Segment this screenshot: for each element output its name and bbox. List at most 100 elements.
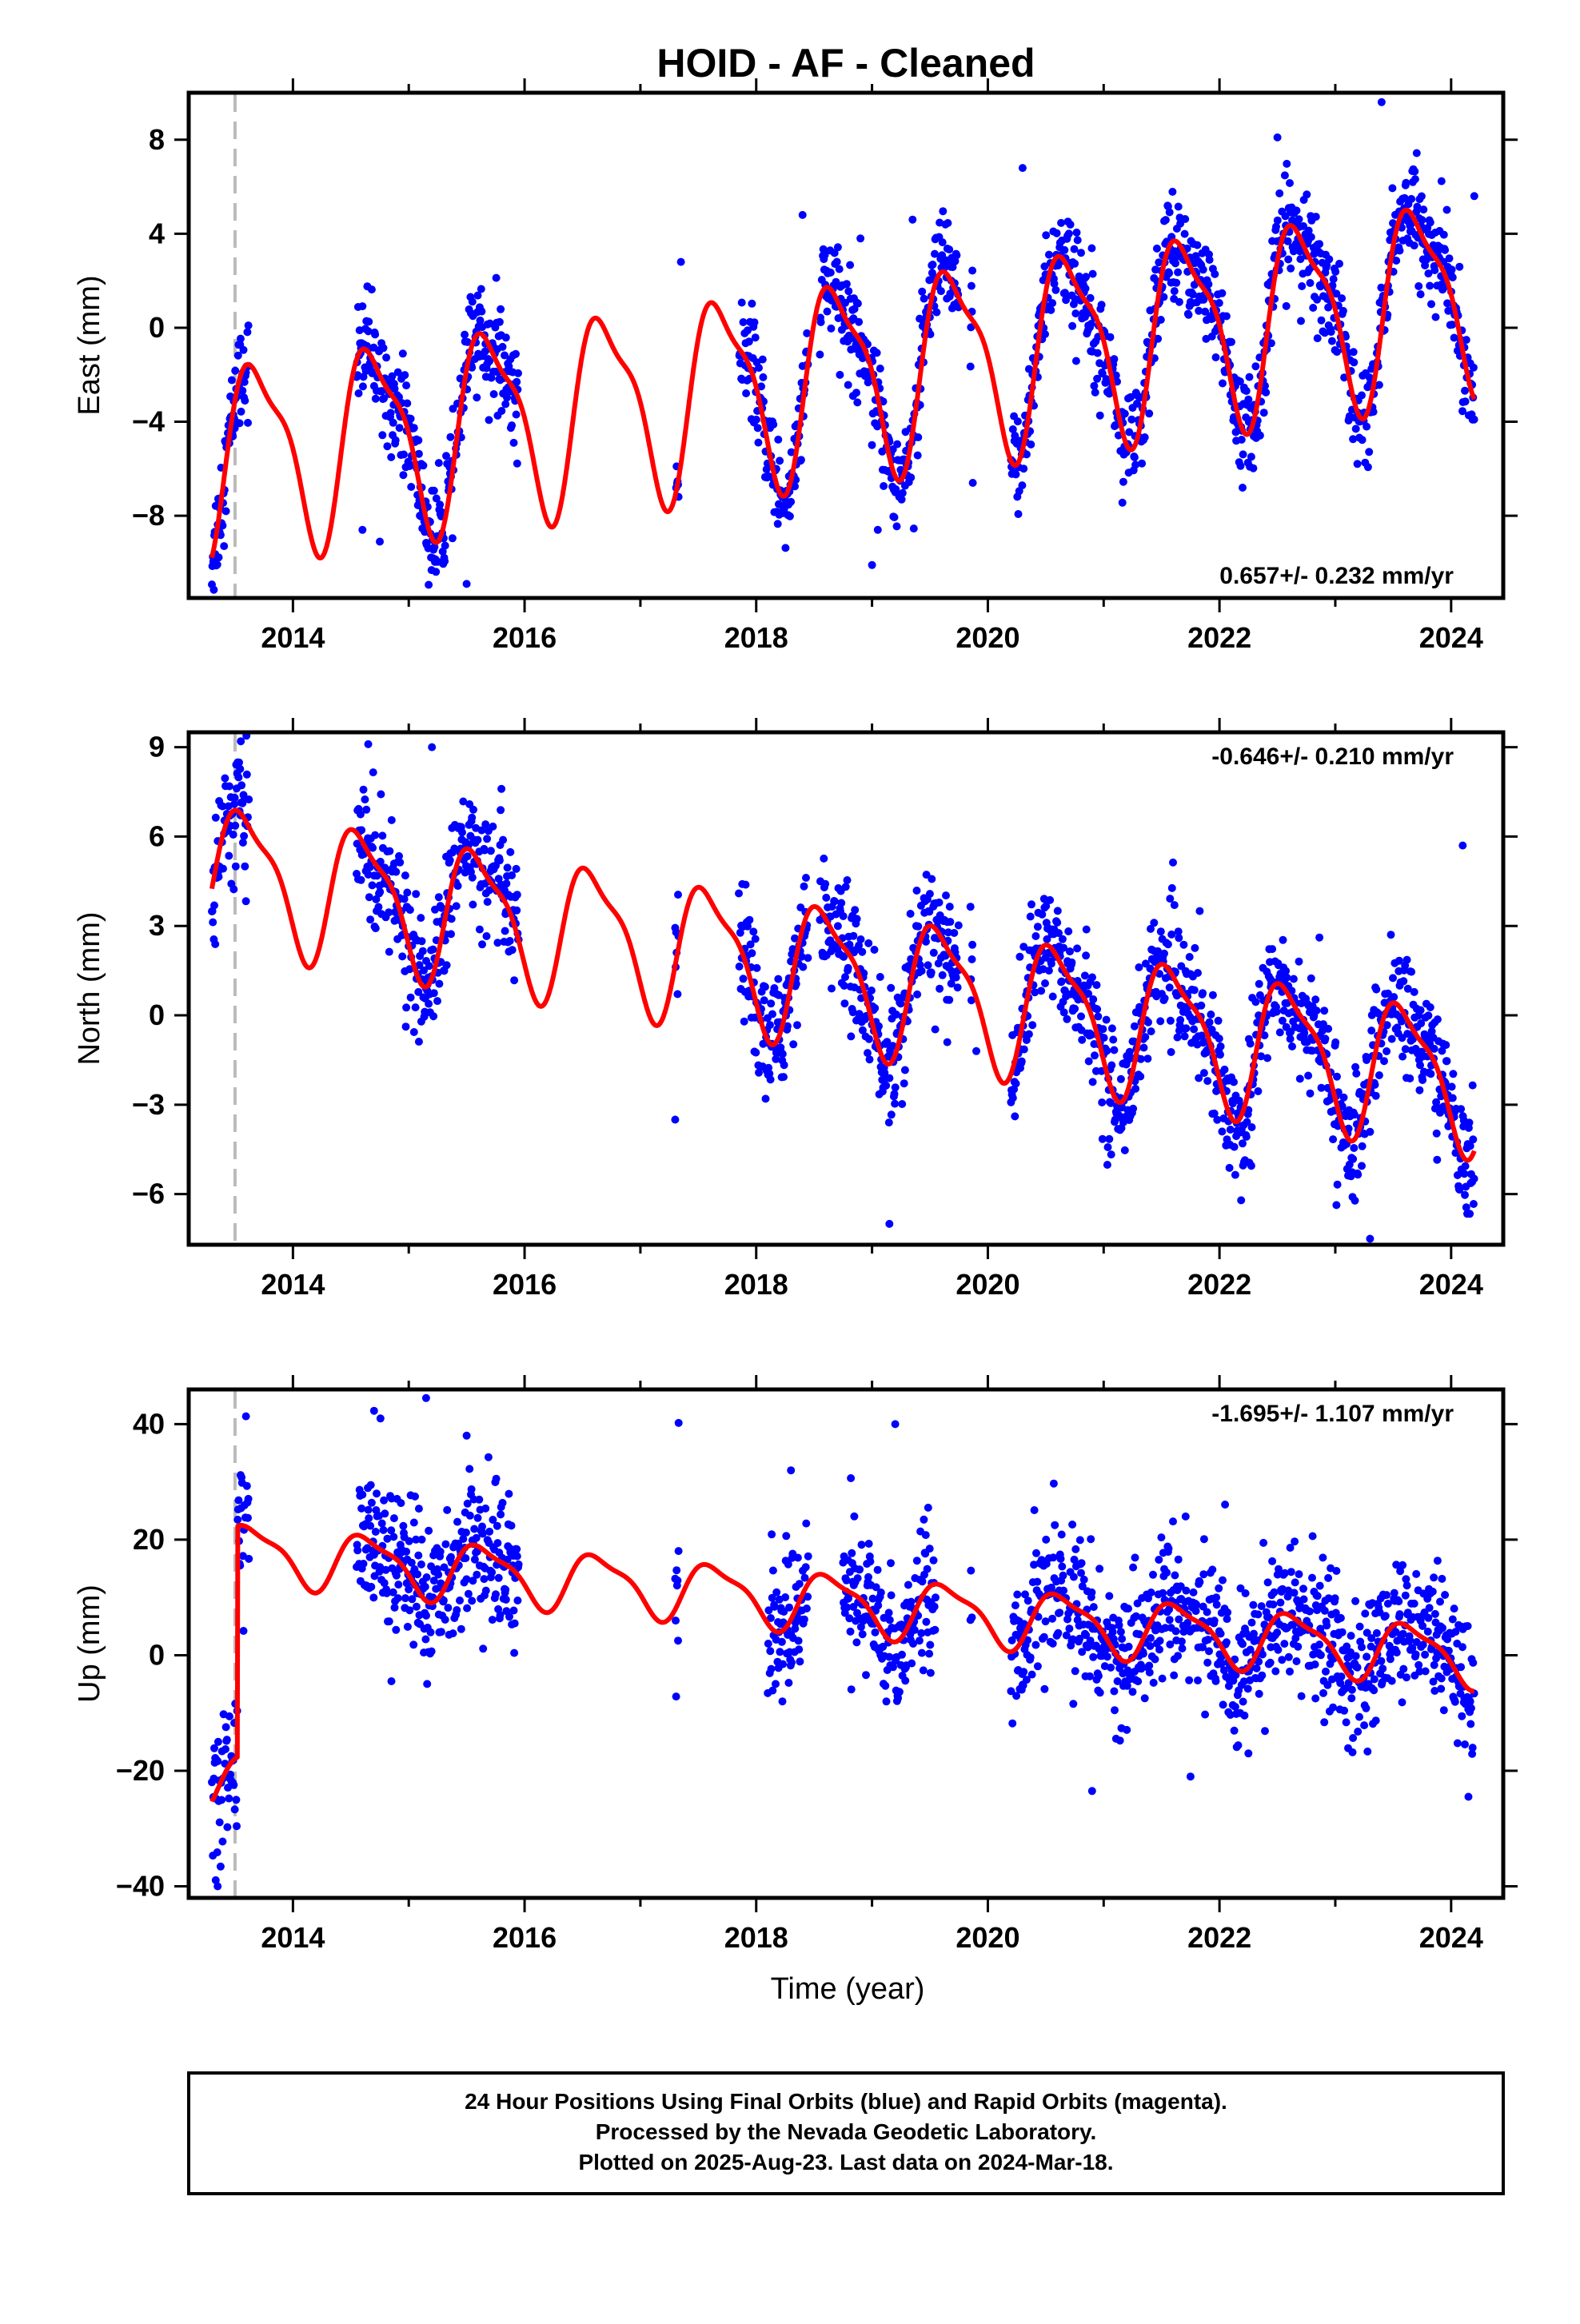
north-data-point [1058,935,1067,943]
north-data-point [1195,907,1204,915]
up-data-point [382,1589,391,1597]
east-data-point [1311,213,1320,221]
east-data-point [386,409,395,417]
north-data-point [1197,1001,1206,1010]
east-data-point [1057,218,1066,227]
east-data-point [1287,264,1295,273]
up-data-point [1338,1628,1347,1636]
east-model-curve [209,207,1477,560]
up-data-point [1469,1658,1478,1667]
up-data-point [359,1560,368,1568]
up-data-point [1164,1545,1173,1553]
up-data-point [473,1513,482,1522]
up-data-point [481,1586,490,1595]
north-data-point [240,831,249,840]
up-data-point [929,1556,938,1565]
east-data-point [1027,440,1035,448]
up-data-point [1286,1667,1294,1676]
east-data-point [1406,220,1415,229]
north-data-point [840,982,848,990]
north-data-point [481,846,489,855]
up-data-point [381,1565,390,1574]
east-data-point [387,452,396,461]
east-data-point [1282,301,1291,310]
up-data-point [1243,1684,1252,1693]
north-data-point [1166,895,1175,903]
up-data-point [385,1617,393,1626]
up-frame [186,1387,1506,1900]
north-data-point [1156,927,1165,936]
east-data-point [1320,329,1329,337]
up-data-point [234,1496,243,1505]
east-data-point [1014,510,1023,518]
up-data-point [768,1566,777,1575]
up-data-point [488,1616,497,1624]
east-x-tick-label: 2022 [1187,621,1251,654]
east-data-point [1363,422,1371,431]
north-data-point [245,795,253,803]
north-model-curve [209,807,1477,1163]
north-data-point [1449,1070,1458,1078]
north-data-point [1008,1094,1017,1102]
up-data-point [401,1594,409,1603]
north-data-point [1214,1016,1223,1025]
east-data-point [495,317,504,326]
north-data-point [1179,940,1188,949]
east-data-point [1205,256,1214,264]
north-data-point [1103,1046,1111,1055]
east-data-point [1180,229,1189,238]
up-data-point [1450,1697,1459,1706]
east-data-point [1444,306,1453,315]
east-data-point [434,459,443,468]
east-data-point [476,316,485,325]
north-data-point [789,1040,798,1049]
east-data-point [508,421,517,430]
east-data-point [836,370,844,379]
north-data-point [748,949,756,958]
east-data-point [752,415,760,424]
east-data-point [442,452,450,460]
east-data-point [379,344,388,353]
up-data-point [1381,1612,1390,1620]
east-data-point [1168,187,1177,196]
east-data-point [787,448,796,456]
up-data-point [1032,1549,1040,1557]
north-data-point [229,831,237,839]
north-data-point [1333,1072,1341,1081]
up-data-point [241,1412,250,1421]
north-data-point [1031,932,1040,940]
north-data-point [483,835,492,843]
east-data-point [358,302,367,311]
north-data-point [865,1055,874,1064]
east-data-point [931,249,939,258]
north-data-point [497,806,505,815]
north-data-point [1447,1082,1456,1091]
north-data-point [1399,977,1408,986]
up-data-point [485,1527,494,1536]
up-data-point [1203,1608,1211,1616]
up-x-tick-label: 2024 [1419,1921,1483,1954]
north-y-axis-label: North (mm) [73,911,106,1065]
north-data-point [1019,943,1028,951]
north-data-point [1251,998,1260,1007]
east-data-point [1262,388,1271,397]
up-data-point [858,1630,867,1639]
north-data-point [1282,967,1291,975]
north-data-point [736,928,744,937]
east-data-point [1259,409,1268,417]
east-data-point [1211,269,1219,278]
east-data-point [909,524,918,533]
north-data-point [876,973,884,981]
east-data-point [1131,460,1140,469]
up-data-point [1424,1613,1433,1622]
up-data-point [380,1579,389,1588]
east-rate-label: 0.657+/- 0.232 mm/yr [1219,563,1454,589]
north-data-point [1080,971,1089,980]
north-data-point [752,1048,760,1057]
east-data-point [514,369,522,377]
north-data-point [241,897,250,906]
north-data-point [429,989,438,998]
up-data-point [764,1640,772,1648]
east-data-point [908,215,917,224]
east-data-point [463,337,472,346]
